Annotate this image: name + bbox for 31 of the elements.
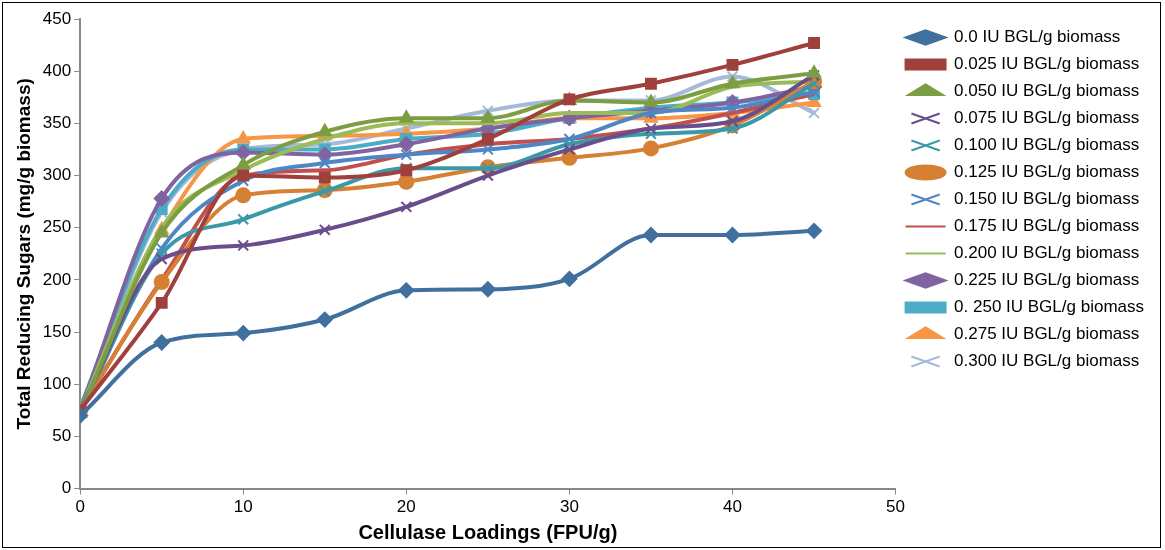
y-tick-label: 50 xyxy=(52,426,72,446)
y-tick-label: 100 xyxy=(42,373,72,393)
y-tick-label: 400 xyxy=(42,60,72,80)
y-axis-title: Total Reducing Sugars (mg/g biomass) xyxy=(12,78,34,430)
y-tick-label: 300 xyxy=(42,165,72,185)
y-tick-label: 250 xyxy=(42,217,72,237)
legend-label: 0.025 IU BGL/g biomass xyxy=(954,54,1140,74)
legend-label: 0.175 IU BGL/g biomass xyxy=(954,216,1140,236)
y-tick-label: 150 xyxy=(42,321,72,341)
x-tick-label: 20 xyxy=(396,497,416,517)
x-axis-title: Cellulase Loadings (FPU/g) xyxy=(358,520,618,543)
y-tick-label: 200 xyxy=(42,269,72,289)
legend-label: 0.075 IU BGL/g biomass xyxy=(954,108,1140,128)
x-tick-label: 10 xyxy=(233,497,253,517)
legend-label: 0.225 IU BGL/g biomass xyxy=(954,270,1140,290)
legend-label: 0.275 IU BGL/g biomass xyxy=(954,324,1140,344)
x-tick-label: 50 xyxy=(886,497,906,517)
x-tick-label: 0 xyxy=(75,497,85,517)
legend-label: 0.125 IU BGL/g biomass xyxy=(954,162,1140,182)
legend-label: 0.300 IU BGL/g biomass xyxy=(954,351,1140,371)
legend-label: 0. 250 IU BGL/g biomass xyxy=(954,297,1145,317)
legend-label: 0.0 IU BGL/g biomass xyxy=(954,27,1121,47)
x-tick-label: 40 xyxy=(723,497,742,517)
legend-label: 0.100 IU BGL/g biomass xyxy=(954,135,1140,155)
y-tick-label: 450 xyxy=(42,8,72,28)
y-tick-label: 350 xyxy=(42,113,72,133)
x-tick-label: 30 xyxy=(559,497,579,517)
legend-label: 0.150 IU BGL/g biomass xyxy=(954,189,1140,209)
legend-label: 0.200 IU BGL/g biomass xyxy=(954,243,1140,263)
y-tick-label: 0 xyxy=(61,478,72,498)
legend-label: 0.050 IU BGL/g biomass xyxy=(954,81,1140,101)
